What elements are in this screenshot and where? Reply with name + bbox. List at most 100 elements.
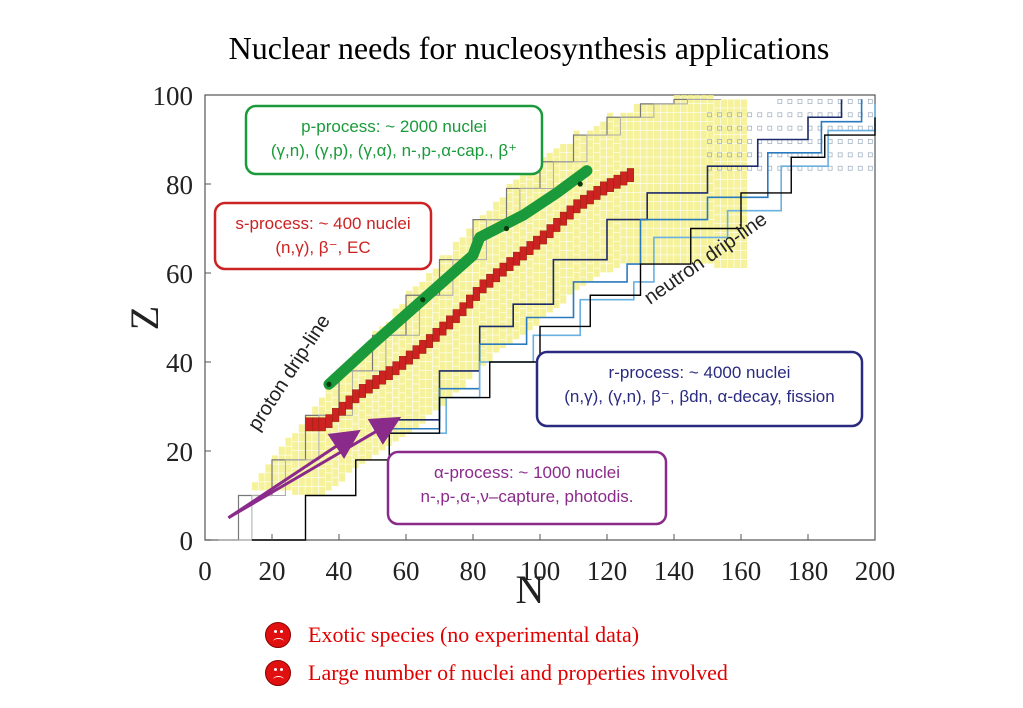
known-nucleus-cell bbox=[580, 268, 587, 277]
s-process-cell bbox=[499, 262, 507, 277]
nucleus-cell bbox=[867, 152, 873, 158]
known-nucleus-cell bbox=[412, 402, 419, 411]
nucleus-cell bbox=[747, 139, 753, 144]
known-nucleus-cell bbox=[647, 192, 654, 202]
s-process-cell bbox=[613, 174, 621, 189]
known-nucleus-cell bbox=[667, 184, 674, 193]
known-nucleus-cell bbox=[680, 237, 687, 246]
known-nucleus-cell bbox=[741, 117, 748, 126]
known-nucleus-cell bbox=[365, 442, 372, 451]
known-nucleus-cell bbox=[486, 219, 493, 228]
known-nucleus-cell bbox=[519, 273, 526, 282]
known-nucleus-cell bbox=[660, 210, 667, 219]
known-nucleus-cell bbox=[298, 477, 305, 486]
known-nucleus-cell bbox=[560, 241, 567, 251]
known-nucleus-cell bbox=[406, 299, 413, 308]
known-nucleus-cell bbox=[600, 228, 607, 237]
known-nucleus-cell bbox=[607, 264, 614, 273]
known-nucleus-cell bbox=[486, 335, 493, 344]
known-nucleus-cell bbox=[473, 326, 480, 335]
known-nucleus-cell bbox=[580, 215, 587, 224]
known-nucleus-cell bbox=[700, 246, 707, 255]
known-nucleus-cell bbox=[332, 468, 339, 478]
known-nucleus-cell bbox=[439, 362, 446, 371]
known-nucleus-cell bbox=[593, 232, 600, 242]
known-nucleus-cell bbox=[667, 130, 674, 139]
known-nucleus-cell bbox=[412, 339, 419, 349]
known-nucleus-cell bbox=[680, 175, 687, 184]
known-nucleus-cell bbox=[640, 148, 647, 157]
known-nucleus-cell bbox=[720, 250, 727, 260]
known-nucleus-cell bbox=[533, 210, 540, 219]
known-nucleus-cell bbox=[272, 473, 279, 482]
known-nucleus-cell bbox=[580, 259, 587, 268]
known-nucleus-cell bbox=[473, 281, 480, 291]
annotation-frame bbox=[386, 450, 668, 526]
known-nucleus-cell bbox=[466, 317, 473, 326]
s-process-cell bbox=[358, 384, 367, 398]
known-nucleus-cell bbox=[339, 464, 346, 473]
annotation-text: (n,γ), β⁻, EC bbox=[275, 238, 370, 257]
known-nucleus-cell bbox=[452, 348, 459, 357]
known-nucleus-cell bbox=[499, 241, 506, 251]
known-nucleus-cell bbox=[593, 170, 600, 179]
known-nucleus-cell bbox=[426, 362, 433, 371]
known-nucleus-cell bbox=[412, 357, 419, 366]
known-nucleus-cell bbox=[519, 201, 526, 211]
known-nucleus-cell bbox=[707, 219, 714, 228]
known-nucleus-cell bbox=[653, 130, 660, 139]
known-nucleus-cell bbox=[660, 148, 667, 157]
known-nucleus-cell bbox=[734, 179, 741, 188]
known-nucleus-cell bbox=[540, 281, 547, 291]
known-nucleus-cell bbox=[580, 188, 587, 197]
sad-face-icon bbox=[265, 622, 291, 648]
known-nucleus-cell bbox=[499, 197, 506, 206]
known-nucleus-cell bbox=[446, 308, 453, 317]
known-nucleus-cell bbox=[660, 219, 667, 228]
known-nucleus-cell bbox=[660, 237, 667, 246]
known-nucleus-cell bbox=[452, 375, 459, 384]
known-nucleus-cell bbox=[560, 268, 567, 277]
known-nucleus-cell bbox=[419, 379, 426, 389]
known-nucleus-cell bbox=[586, 157, 593, 166]
known-nucleus-cell bbox=[399, 375, 406, 384]
known-nucleus-cell bbox=[593, 143, 600, 153]
known-nucleus-cell bbox=[399, 366, 406, 375]
known-nucleus-cell bbox=[446, 362, 453, 371]
known-nucleus-cell bbox=[560, 250, 567, 260]
known-nucleus-cell bbox=[613, 152, 620, 162]
known-nucleus-cell bbox=[493, 210, 500, 219]
known-nucleus-cell bbox=[318, 406, 325, 415]
nucleus-cell bbox=[717, 112, 722, 118]
known-nucleus-cell bbox=[640, 157, 647, 166]
known-nucleus-cell bbox=[399, 393, 406, 402]
known-nucleus-cell bbox=[647, 246, 654, 255]
known-nucleus-cell bbox=[573, 192, 580, 202]
nucleus-cell bbox=[857, 152, 863, 158]
known-nucleus-cell bbox=[653, 184, 660, 193]
known-nucleus-cell bbox=[540, 246, 547, 255]
known-nucleus-cell bbox=[432, 348, 439, 357]
nucleus-cell bbox=[717, 152, 722, 158]
known-nucleus-cell bbox=[426, 299, 433, 308]
known-nucleus-cell bbox=[519, 175, 526, 184]
known-nucleus-cell bbox=[479, 313, 486, 322]
known-nucleus-cell bbox=[667, 103, 674, 113]
known-nucleus-cell bbox=[493, 290, 500, 300]
known-nucleus-cell bbox=[593, 206, 600, 215]
known-nucleus-cell bbox=[674, 210, 681, 219]
known-nucleus-cell bbox=[533, 264, 540, 273]
known-nucleus-cell bbox=[633, 166, 640, 175]
known-nucleus-cell bbox=[379, 442, 386, 451]
known-nucleus-cell bbox=[506, 228, 513, 237]
known-nucleus-cell bbox=[727, 179, 734, 188]
known-nucleus-cell bbox=[660, 166, 667, 175]
known-nucleus-cell bbox=[546, 206, 553, 215]
known-nucleus-cell bbox=[694, 121, 701, 130]
known-nucleus-cell bbox=[667, 201, 674, 211]
known-nucleus-cell bbox=[586, 175, 593, 184]
nucleus-cell bbox=[707, 112, 712, 118]
known-nucleus-cell bbox=[412, 419, 419, 429]
known-nucleus-cell bbox=[379, 406, 386, 415]
s-process-cell bbox=[412, 345, 420, 360]
